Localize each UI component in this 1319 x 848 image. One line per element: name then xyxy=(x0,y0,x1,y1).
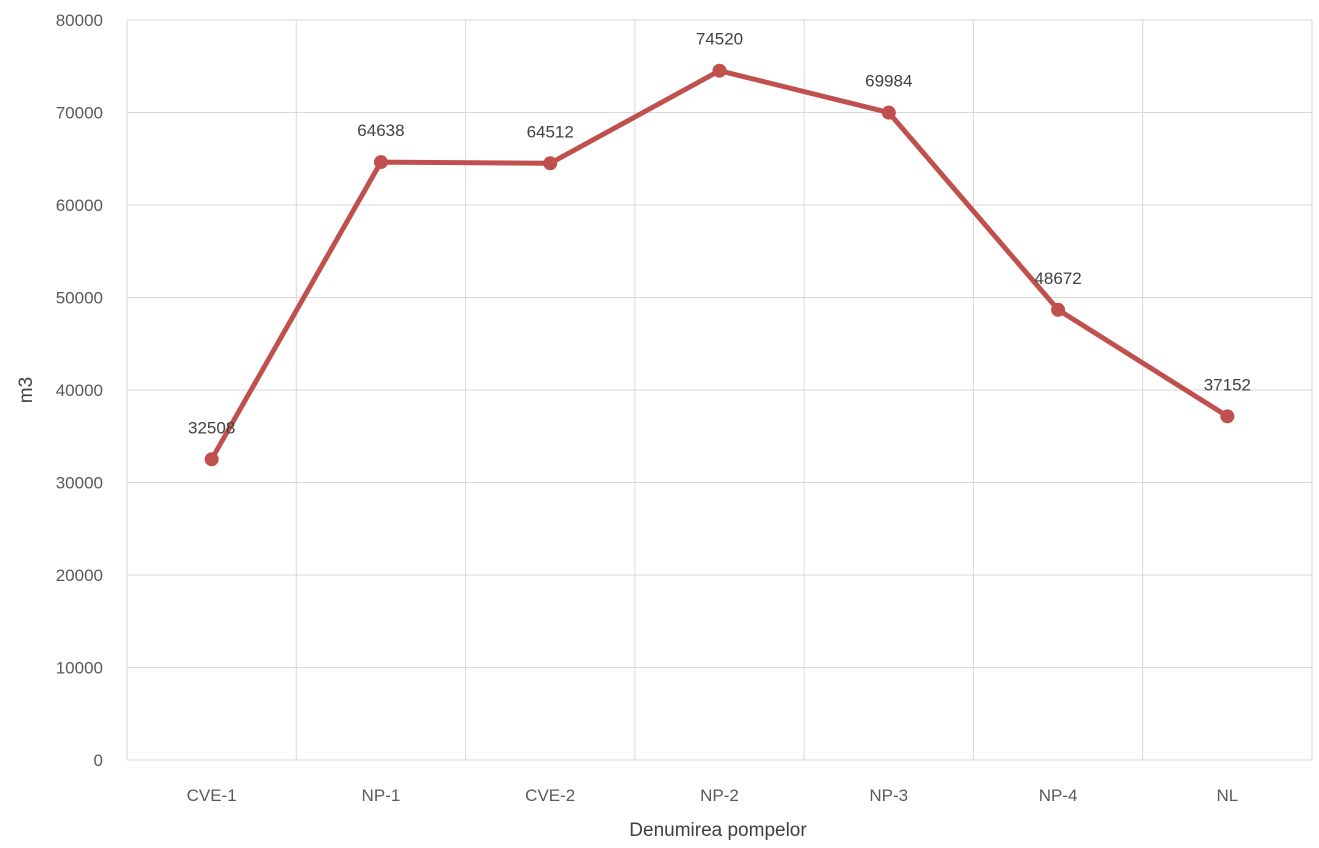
data-point xyxy=(1051,302,1066,317)
y-axis-ticks: 0 10000 20000 30000 40000 50000 60000 70000 8000… xyxy=(56,11,103,770)
data-label: 64512 xyxy=(527,122,574,141)
y-tick-label: 0 xyxy=(94,751,103,770)
data-point xyxy=(204,452,219,467)
y-axis-title: m3 xyxy=(16,377,37,403)
data-point xyxy=(543,156,558,171)
x-tick-label: CVE-1 xyxy=(187,786,237,805)
series-layer xyxy=(204,63,1235,467)
x-tick-label: NP-1 xyxy=(362,786,401,805)
data-label: 37152 xyxy=(1204,375,1251,394)
x-axis-title: Denumirea pompelor xyxy=(629,820,807,841)
y-tick-label: 10000 xyxy=(56,659,103,678)
y-tick-label: 30000 xyxy=(56,474,103,493)
y-tick-label: 20000 xyxy=(56,566,103,585)
x-tick-label: NP-2 xyxy=(700,786,739,805)
data-point xyxy=(1220,409,1235,424)
x-tick-label: NP-3 xyxy=(869,786,908,805)
data-point xyxy=(881,105,896,120)
data-label: 69984 xyxy=(865,72,912,91)
y-tick-label: 50000 xyxy=(56,289,103,308)
data-label: 48672 xyxy=(1034,269,1081,288)
data-labels: 32508 64638 64512 74520 69984 48672 37152 xyxy=(188,30,1251,438)
y-tick-label: 80000 xyxy=(56,11,103,30)
x-tick-label: CVE-2 xyxy=(525,786,575,805)
data-point xyxy=(373,155,388,170)
x-tick-label: NL xyxy=(1216,786,1238,805)
x-tick-label: NP-4 xyxy=(1039,786,1078,805)
x-axis-ticks: CVE-1 NP-1 CVE-2 NP-2 NP-3 NP-4 NL xyxy=(187,786,1239,805)
data-label: 74520 xyxy=(696,30,743,49)
data-point xyxy=(712,63,727,78)
grid xyxy=(126,19,1313,761)
y-tick-label: 70000 xyxy=(56,104,103,123)
y-tick-label: 60000 xyxy=(56,196,103,215)
y-tick-label: 40000 xyxy=(56,381,103,400)
data-label: 64638 xyxy=(357,121,404,140)
data-label: 32508 xyxy=(188,418,235,437)
